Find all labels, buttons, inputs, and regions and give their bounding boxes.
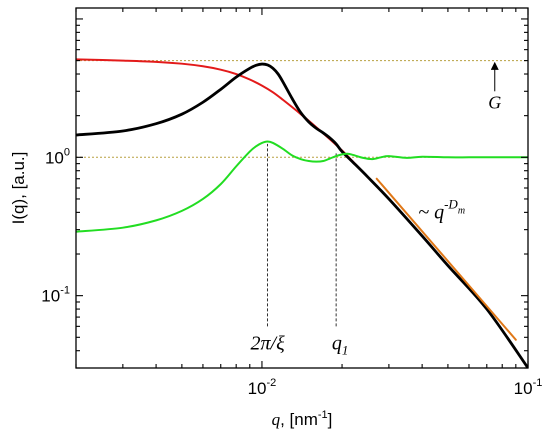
series-black-line (76, 62, 528, 368)
tick-labels: 10-2 10-1 10-1 100 (41, 146, 542, 398)
annotations: G 2π/ξ q1 ~ q-Dm (251, 61, 501, 358)
x-tick-label-1: 10-1 (514, 377, 543, 398)
annotation-g: G (488, 92, 501, 112)
axis-ticks (75, 8, 529, 369)
series-green-line (76, 140, 528, 233)
series-orange-fit-line (375, 177, 517, 341)
x-tick-label-0: 10-2 (248, 377, 277, 398)
series-layer (76, 58, 528, 368)
annotation-q1: q1 (332, 333, 349, 358)
y-tick-label-0: 10-1 (41, 285, 70, 306)
x-axis-label: q, [nm-1] (272, 409, 333, 429)
annotation-2pi-xi: 2π/ξ (251, 333, 286, 355)
y-axis-label: I(q), [a.u.] (9, 152, 28, 225)
annotation-power-law: ~ q-Dm (418, 196, 465, 223)
y-tick-label-1: 100 (45, 146, 70, 167)
reference-lines (76, 60, 528, 327)
